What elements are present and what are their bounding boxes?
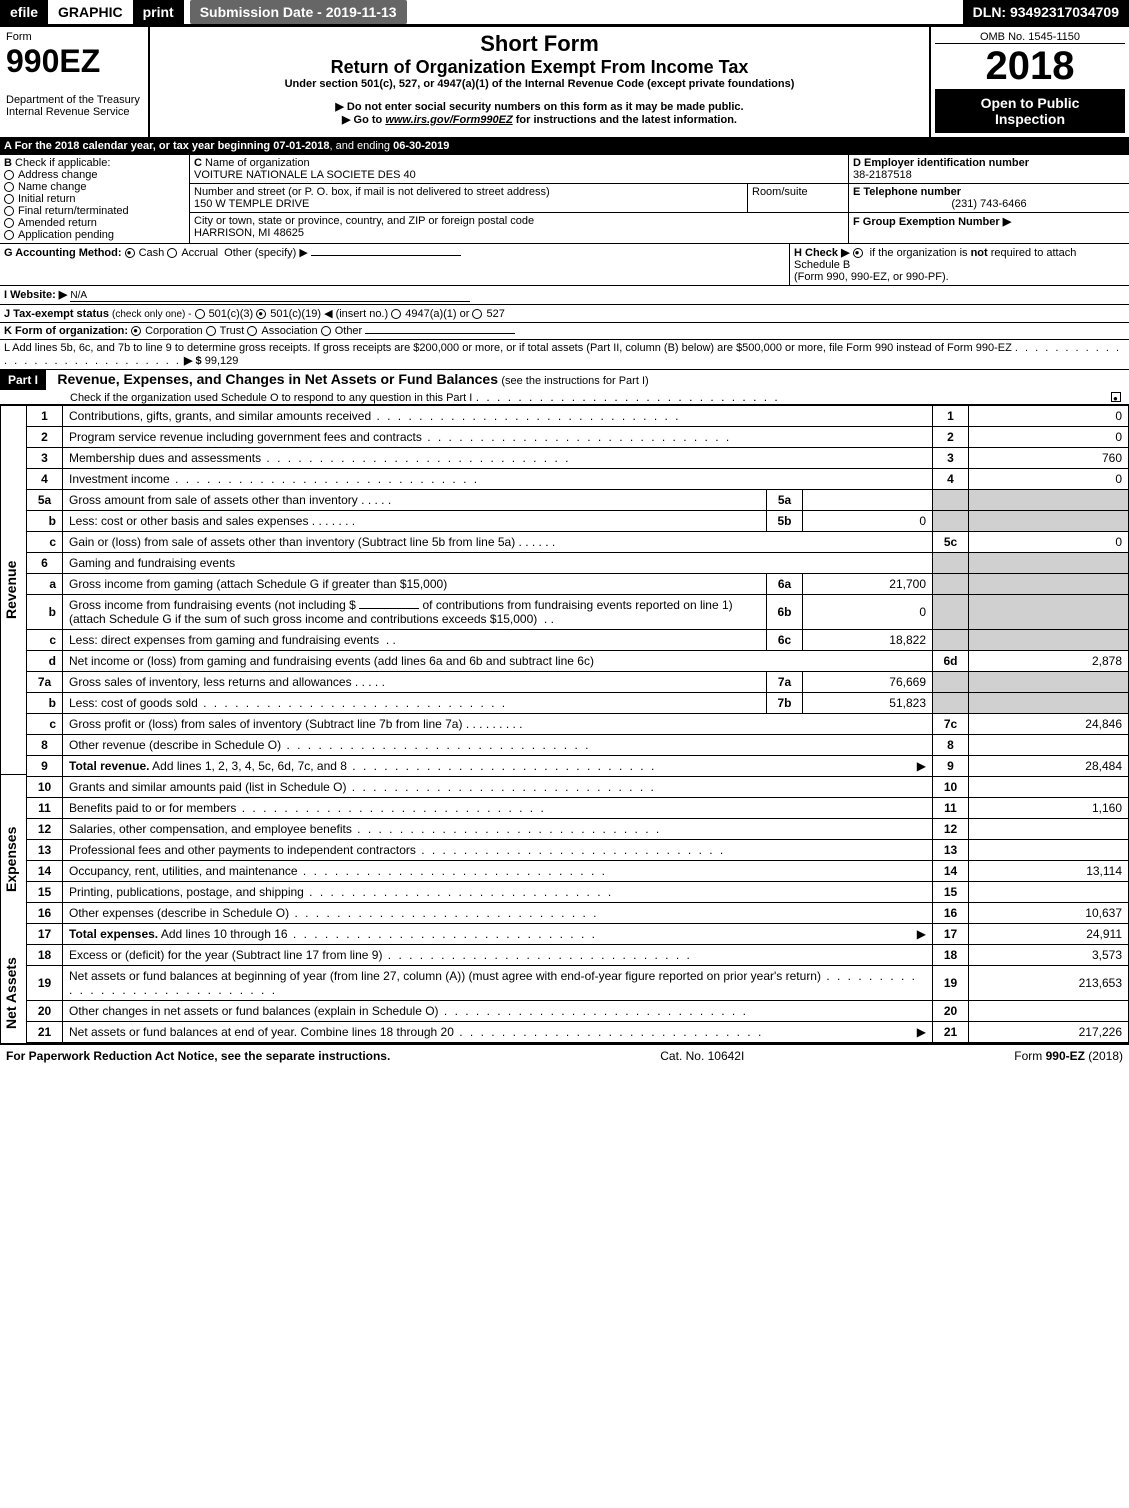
table-row: 8Other revenue (describe in Schedule O)8 xyxy=(27,735,1129,756)
dept-label: Department of the Treasury xyxy=(6,94,142,106)
table-row: 4Investment income40 xyxy=(27,469,1129,490)
table-row: dNet income or (loss) from gaming and fu… xyxy=(27,651,1129,672)
table-row: 18Excess or (deficit) for the year (Subt… xyxy=(27,945,1129,966)
table-row: 10Grants and similar amounts paid (list … xyxy=(27,777,1129,798)
org-city: HARRISON, MI 48625 xyxy=(194,227,304,239)
part-i-header: Part I Revenue, Expenses, and Changes in… xyxy=(0,370,1129,405)
ssn-warning: ▶ Do not enter social security numbers o… xyxy=(154,100,925,113)
irs-link[interactable]: www.irs.gov/Form990EZ xyxy=(385,114,512,126)
table-row: cGain or (loss) from sale of assets othe… xyxy=(27,532,1129,553)
line-a: A For the 2018 calendar year, or tax yea… xyxy=(0,138,1129,155)
accounting-cash-radio[interactable] xyxy=(125,248,135,258)
catalog-number: Cat. No. 10642I xyxy=(660,1049,744,1063)
table-row: cGross profit or (loss) from sales of in… xyxy=(27,714,1129,735)
line-j: J Tax-exempt status (check only one) - 5… xyxy=(0,305,1129,323)
table-row: bLess: cost or other basis and sales exp… xyxy=(27,511,1129,532)
section-netassets-label: Net Assets xyxy=(0,943,26,1043)
table-row: 3Membership dues and assessments3760 xyxy=(27,448,1129,469)
table-row: 20Other changes in net assets or fund ba… xyxy=(27,1001,1129,1022)
org-trust-radio[interactable] xyxy=(206,326,216,336)
org-info-block: B Check if applicable: Address change Na… xyxy=(0,155,1129,244)
open-to-public: Open to Public Inspection xyxy=(935,89,1125,133)
section-expenses-label: Expenses xyxy=(0,774,26,943)
submission-date: Submission Date - 2019-11-13 xyxy=(190,0,407,24)
table-row: 11Benefits paid to or for members111,160 xyxy=(27,798,1129,819)
ein-value: 38-2187518 xyxy=(853,169,912,181)
gross-receipts-value: 99,129 xyxy=(205,355,239,367)
ein-label: D Employer identification number xyxy=(853,157,1029,169)
website-value: N/A xyxy=(70,290,87,301)
room-suite-label: Room/suite xyxy=(752,186,808,198)
org-other-radio[interactable] xyxy=(321,326,331,336)
table-row: 5aGross amount from sale of assets other… xyxy=(27,490,1129,511)
checkbox-name-change[interactable]: Name change xyxy=(4,181,185,193)
status-527-radio[interactable] xyxy=(472,309,482,319)
line-k: K Form of organization: Corporation Trus… xyxy=(0,323,1129,340)
line-l: L Add lines 5b, 6c, and 7b to line 9 to … xyxy=(0,340,1129,370)
table-row: 12Salaries, other compensation, and empl… xyxy=(27,819,1129,840)
org-street: 150 W TEMPLE DRIVE xyxy=(194,198,309,210)
table-row: 13Professional fees and other payments t… xyxy=(27,840,1129,861)
line-i: I Website: ▶ N/A xyxy=(0,286,1129,305)
table-row: 7aGross sales of inventory, less returns… xyxy=(27,672,1129,693)
accounting-accrual-radio[interactable] xyxy=(167,248,177,258)
table-row: 15Printing, publications, postage, and s… xyxy=(27,882,1129,903)
paperwork-notice: For Paperwork Reduction Act Notice, see … xyxy=(6,1049,390,1063)
top-bar: efile GRAPHIC print Submission Date - 20… xyxy=(0,0,1129,27)
checkbox-initial-return[interactable]: Initial return xyxy=(4,193,185,205)
schedule-o-checkbox[interactable] xyxy=(1111,392,1121,402)
table-row: 9Total revenue. Add lines 1, 2, 3, 4, 5c… xyxy=(27,756,1129,777)
form-word: Form xyxy=(6,31,142,43)
group-exemption-label: F Group Exemption Number ▶ xyxy=(853,216,1011,228)
tax-year: 2018 xyxy=(935,44,1125,89)
table-row: 21Net assets or fund balances at end of … xyxy=(27,1022,1129,1043)
table-row: 2Program service revenue including gover… xyxy=(27,427,1129,448)
table-row: bLess: cost of goods sold7b51,823 xyxy=(27,693,1129,714)
checkbox-amended-return[interactable]: Amended return xyxy=(4,217,185,229)
omb-number: OMB No. 1545-1150 xyxy=(935,31,1125,44)
table-row: aGross income from gaming (attach Schedu… xyxy=(27,574,1129,595)
table-row: 16Other expenses (describe in Schedule O… xyxy=(27,903,1129,924)
main-title: Return of Organization Exempt From Incom… xyxy=(154,57,925,78)
form-number: 990EZ xyxy=(6,43,142,80)
table-row: 6Gaming and fundraising events xyxy=(27,553,1129,574)
status-4947-radio[interactable] xyxy=(391,309,401,319)
org-association-radio[interactable] xyxy=(247,326,257,336)
table-row: 19Net assets or fund balances at beginni… xyxy=(27,966,1129,1001)
short-form-title: Short Form xyxy=(154,31,925,57)
checkbox-final-return[interactable]: Final return/terminated xyxy=(4,205,185,217)
schedule-b-checkbox[interactable] xyxy=(853,248,863,258)
box-def: D Employer identification number 38-2187… xyxy=(849,155,1129,243)
checkbox-application-pending[interactable]: Application pending xyxy=(4,229,185,241)
subtitle: Under section 501(c), 527, or 4947(a)(1)… xyxy=(154,78,925,90)
box-c: C Name of organization VOITURE NATIONALE… xyxy=(190,155,849,243)
form-header: Form 990EZ Department of the Treasury In… xyxy=(0,27,1129,138)
phone-label: E Telephone number xyxy=(853,186,961,198)
form-ref: Form 990-EZ (2018) xyxy=(1014,1049,1123,1063)
table-row: cLess: direct expenses from gaming and f… xyxy=(27,630,1129,651)
org-name: VOITURE NATIONALE LA SOCIETE DES 40 xyxy=(194,169,416,181)
table-row: 14Occupancy, rent, utilities, and mainte… xyxy=(27,861,1129,882)
phone-value: (231) 743-6466 xyxy=(853,198,1125,210)
section-revenue-label: Revenue xyxy=(0,405,26,774)
checkbox-address-change[interactable]: Address change xyxy=(4,169,185,181)
status-501c3-radio[interactable] xyxy=(195,309,205,319)
dln-label: DLN: 93492317034709 xyxy=(963,0,1129,24)
box-b: B Check if applicable: Address change Na… xyxy=(0,155,190,243)
part-i-table: Revenue Expenses Net Assets 1Contributio… xyxy=(0,405,1129,1043)
irs-label: Internal Revenue Service xyxy=(6,106,142,118)
goto-instructions: ▶ Go to www.irs.gov/Form990EZ for instru… xyxy=(154,113,925,126)
table-row: 1Contributions, gifts, grants, and simil… xyxy=(27,406,1129,427)
print-button[interactable]: print xyxy=(133,0,184,24)
table-row: bGross income from fundraising events (n… xyxy=(27,595,1129,630)
table-row: 17Total expenses. Add lines 10 through 1… xyxy=(27,924,1129,945)
status-501c-radio[interactable] xyxy=(256,309,266,319)
line-g-h: G Accounting Method: Cash Accrual Other … xyxy=(0,244,1129,286)
org-corporation-radio[interactable] xyxy=(131,326,141,336)
efile-label: efile xyxy=(0,0,48,24)
page-footer: For Paperwork Reduction Act Notice, see … xyxy=(0,1043,1129,1067)
graphic-label: GRAPHIC xyxy=(48,0,133,24)
